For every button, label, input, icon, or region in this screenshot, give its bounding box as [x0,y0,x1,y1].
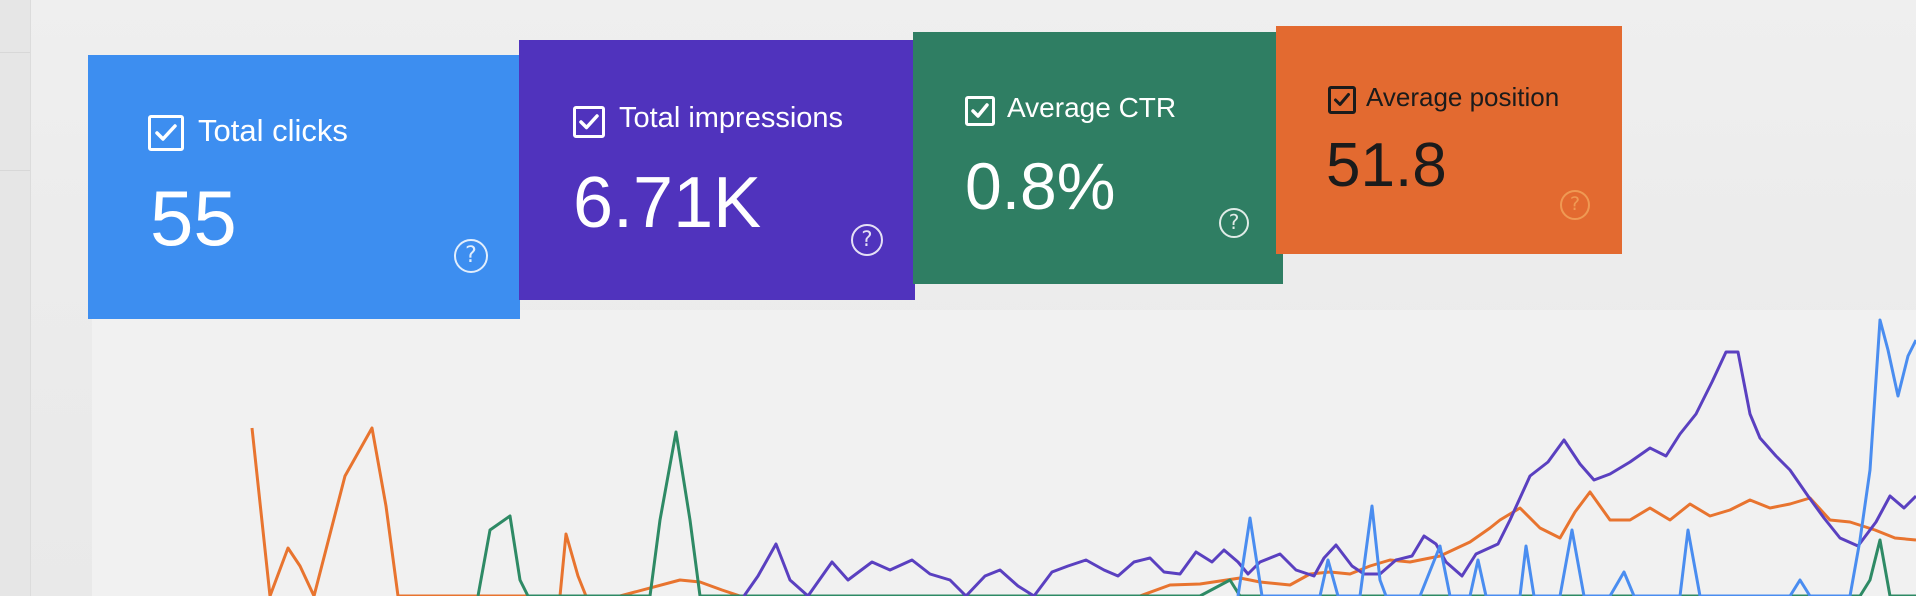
checkbox-checked-icon[interactable] [1328,86,1356,114]
metric-card-total-impressions[interactable]: Total impressions 6.71K ? [519,40,915,300]
metric-card-total-clicks[interactable]: Total clicks 55 ? [88,55,520,319]
checkbox-checked-icon[interactable] [148,115,184,151]
metric-label: Average CTR [1007,92,1177,123]
question-circle-icon[interactable]: ? [1560,190,1590,220]
metric-card-average-ctr[interactable]: Average CTR 0.8% ? [913,32,1283,284]
metric-value: 6.71K [573,163,762,243]
question-circle-icon[interactable]: ? [454,239,488,273]
metric-value: 0.8% [965,149,1116,223]
question-circle-icon[interactable]: ? [1219,208,1249,238]
series-line-ctr [476,430,1916,596]
checkbox-checked-icon[interactable] [965,96,995,126]
metric-value: 51.8 [1326,131,1447,200]
chart-panel [92,310,1916,596]
metric-label: Total clicks [198,113,348,148]
metric-card-average-position[interactable]: Average position 51.8 ? [1276,26,1622,254]
series-line-position [250,426,1916,596]
metric-label: Total impressions [619,102,844,134]
series-line-impressions [742,350,1916,596]
metric-label: Average position [1366,82,1560,112]
window-left-edge [0,0,31,596]
series-line-clicks [1236,318,1916,596]
metric-value: 55 [150,174,237,262]
question-circle-icon[interactable]: ? [851,224,883,256]
divider [0,170,30,171]
divider [0,52,30,53]
checkbox-checked-icon[interactable] [573,106,605,138]
